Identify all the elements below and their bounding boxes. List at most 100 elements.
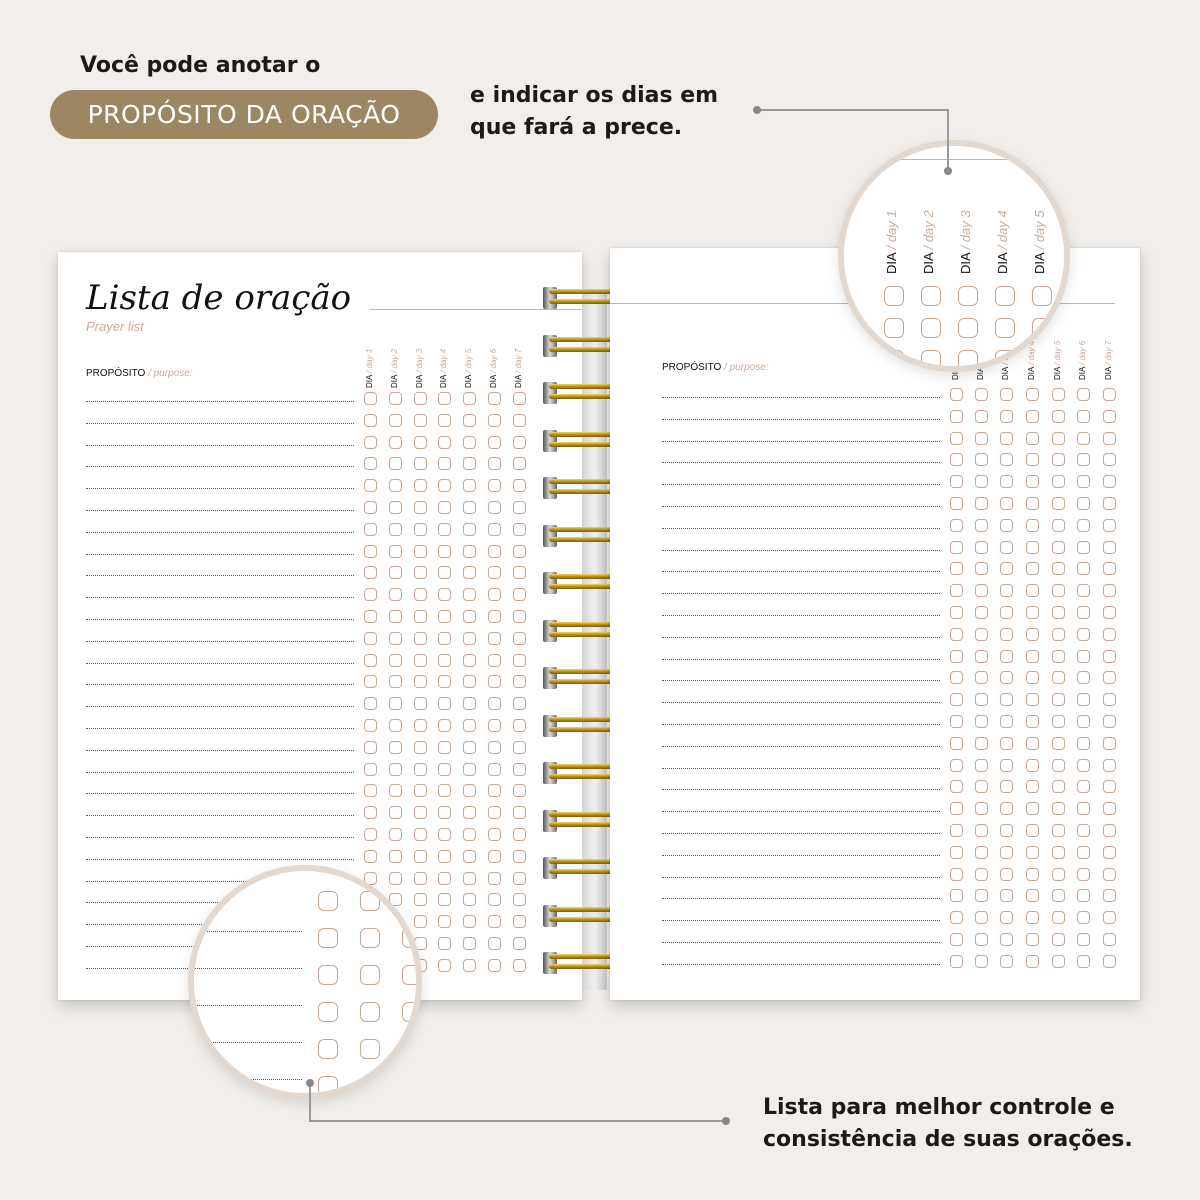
day-checkbox-zoomed[interactable] [884, 318, 904, 338]
day-checkbox-zoomed[interactable] [402, 965, 416, 985]
day-checkbox[interactable] [414, 806, 427, 820]
day-checkbox[interactable] [1077, 540, 1090, 554]
day-checkbox[interactable] [364, 610, 377, 623]
day-checkbox[interactable] [1103, 497, 1116, 510]
day-checkbox[interactable] [975, 606, 988, 619]
day-checkbox[interactable] [1077, 627, 1090, 641]
day-checkbox[interactable] [488, 479, 501, 493]
day-checkbox[interactable] [364, 697, 377, 711]
day-checkbox[interactable] [1000, 845, 1013, 859]
day-checkbox[interactable] [975, 824, 988, 837]
day-checkbox[interactable] [1026, 453, 1039, 467]
day-checkbox[interactable] [389, 413, 402, 427]
day-checkbox-zoomed[interactable] [1032, 286, 1052, 306]
day-checkbox[interactable] [488, 566, 501, 580]
day-checkbox[interactable] [1052, 518, 1065, 532]
day-checkbox[interactable] [1077, 911, 1090, 925]
day-checkbox[interactable] [414, 435, 427, 449]
day-checkbox[interactable] [1103, 671, 1116, 685]
day-checkbox[interactable] [438, 435, 451, 449]
day-checkbox[interactable] [1000, 606, 1013, 619]
day-checkbox[interactable] [389, 631, 402, 645]
day-checkbox[interactable] [438, 479, 451, 493]
day-checkbox[interactable] [414, 631, 427, 645]
day-checkbox[interactable] [513, 740, 526, 754]
day-checkbox[interactable] [950, 889, 963, 903]
day-checkbox[interactable] [1000, 954, 1013, 968]
day-checkbox[interactable] [950, 715, 963, 728]
day-checkbox[interactable] [1052, 409, 1065, 423]
day-checkbox[interactable] [513, 806, 526, 820]
day-checkbox[interactable] [438, 457, 451, 471]
day-checkbox[interactable] [975, 954, 988, 968]
day-checkbox[interactable] [1000, 584, 1013, 598]
day-checkbox[interactable] [438, 413, 451, 427]
day-checkbox[interactable] [950, 671, 963, 685]
day-checkbox[interactable] [1077, 780, 1090, 794]
day-checkbox[interactable] [389, 871, 402, 885]
day-checkbox[interactable] [1052, 780, 1065, 794]
day-checkbox[interactable] [364, 501, 377, 514]
day-checkbox[interactable] [1103, 715, 1116, 728]
day-checkbox[interactable] [1026, 649, 1039, 663]
day-checkbox[interactable] [1000, 475, 1013, 489]
day-checkbox[interactable] [414, 675, 427, 689]
day-checkbox[interactable] [1052, 649, 1065, 663]
day-checkbox[interactable] [488, 871, 501, 885]
day-checkbox[interactable] [513, 457, 526, 471]
day-checkbox[interactable] [950, 409, 963, 423]
day-checkbox[interactable] [488, 849, 501, 863]
day-checkbox[interactable] [488, 937, 501, 950]
day-checkbox[interactable] [364, 784, 377, 798]
day-checkbox[interactable] [438, 588, 451, 602]
day-checkbox-zoomed[interactable] [1032, 318, 1052, 338]
day-checkbox[interactable] [1000, 562, 1013, 576]
day-checkbox[interactable] [463, 631, 476, 645]
day-checkbox[interactable] [975, 911, 988, 925]
day-checkbox-zoomed[interactable] [884, 350, 904, 366]
day-checkbox[interactable] [488, 435, 501, 449]
day-checkbox[interactable] [488, 631, 501, 645]
day-checkbox[interactable] [513, 762, 526, 776]
day-checkbox-zoomed[interactable] [360, 928, 380, 948]
day-checkbox[interactable] [1052, 715, 1065, 728]
day-checkbox[interactable] [1000, 867, 1013, 881]
day-checkbox[interactable] [1000, 715, 1013, 728]
day-checkbox[interactable] [1026, 693, 1039, 707]
day-checkbox[interactable] [1077, 867, 1090, 881]
day-checkbox[interactable] [950, 802, 963, 816]
day-checkbox[interactable] [463, 849, 476, 863]
day-checkbox[interactable] [463, 522, 476, 536]
day-checkbox[interactable] [438, 392, 451, 405]
day-checkbox[interactable] [1103, 736, 1116, 750]
day-checkbox[interactable] [438, 871, 451, 885]
day-checkbox[interactable] [364, 849, 377, 863]
day-checkbox[interactable] [1077, 562, 1090, 576]
day-checkbox[interactable] [1052, 475, 1065, 489]
day-checkbox[interactable] [1026, 715, 1039, 728]
day-checkbox[interactable] [1052, 802, 1065, 816]
day-checkbox[interactable] [364, 522, 377, 536]
day-checkbox[interactable] [1052, 954, 1065, 968]
day-checkbox[interactable] [438, 501, 451, 514]
day-checkbox[interactable] [975, 518, 988, 532]
day-checkbox[interactable] [1052, 497, 1065, 510]
day-checkbox[interactable] [513, 522, 526, 536]
day-checkbox[interactable] [1026, 824, 1039, 837]
day-checkbox[interactable] [1077, 693, 1090, 707]
day-checkbox[interactable] [414, 544, 427, 558]
day-checkbox[interactable] [463, 784, 476, 798]
day-checkbox[interactable] [1000, 497, 1013, 510]
day-checkbox[interactable] [1077, 736, 1090, 750]
day-checkbox[interactable] [950, 649, 963, 663]
day-checkbox-zoomed[interactable] [318, 965, 338, 985]
day-checkbox-zoomed[interactable] [995, 318, 1015, 338]
day-checkbox[interactable] [364, 828, 377, 841]
day-checkbox-zoomed[interactable] [958, 350, 978, 366]
day-checkbox[interactable] [463, 806, 476, 820]
day-checkbox[interactable] [1103, 518, 1116, 532]
day-checkbox-zoomed[interactable] [360, 891, 380, 911]
day-checkbox[interactable] [389, 675, 402, 689]
day-checkbox[interactable] [488, 719, 501, 732]
day-checkbox-zoomed[interactable] [360, 1002, 380, 1022]
